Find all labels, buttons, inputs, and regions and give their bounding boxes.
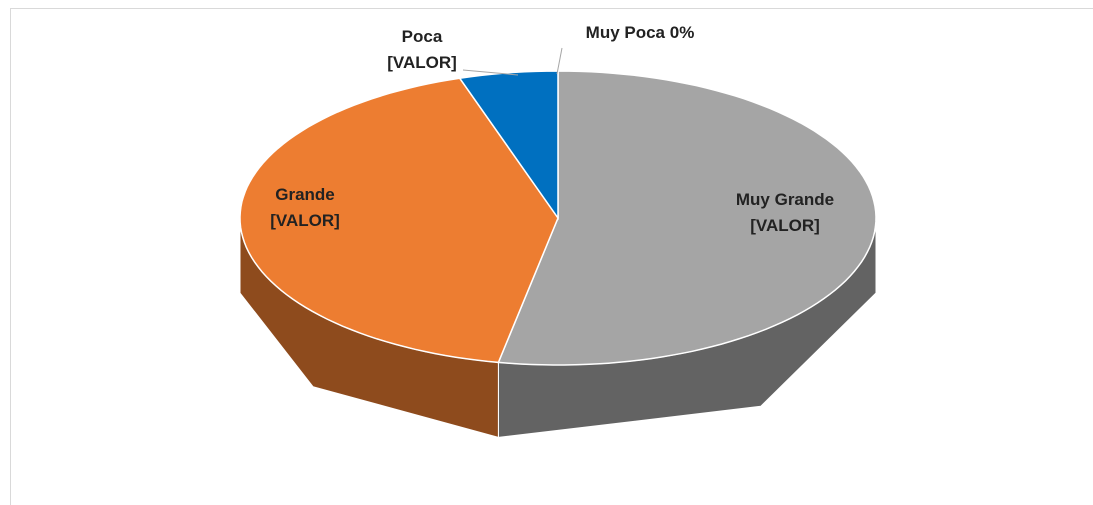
chart-border	[10, 8, 1093, 505]
category-label: Poca	[402, 27, 443, 46]
data-label: Grande [VALOR]	[270, 185, 340, 230]
pie-slice	[497, 70, 877, 366]
value-label: 0%	[670, 23, 695, 42]
pie-slice	[458, 70, 559, 221]
leader-line	[556, 47, 563, 75]
value-label: [VALOR]	[387, 53, 457, 72]
value-label: [VALOR]	[750, 216, 820, 235]
pie-slice	[239, 77, 559, 364]
category-label: Muy Poca	[586, 23, 666, 42]
leader-line	[462, 69, 519, 76]
data-label: Poca [VALOR]	[387, 27, 457, 72]
data-label: Muy Poca 0%	[586, 23, 695, 42]
category-label: Grande	[275, 185, 335, 204]
category-label: Muy Grande	[736, 190, 834, 209]
data-label: Muy Grande [VALOR]	[736, 190, 834, 235]
value-label: [VALOR]	[270, 211, 340, 230]
